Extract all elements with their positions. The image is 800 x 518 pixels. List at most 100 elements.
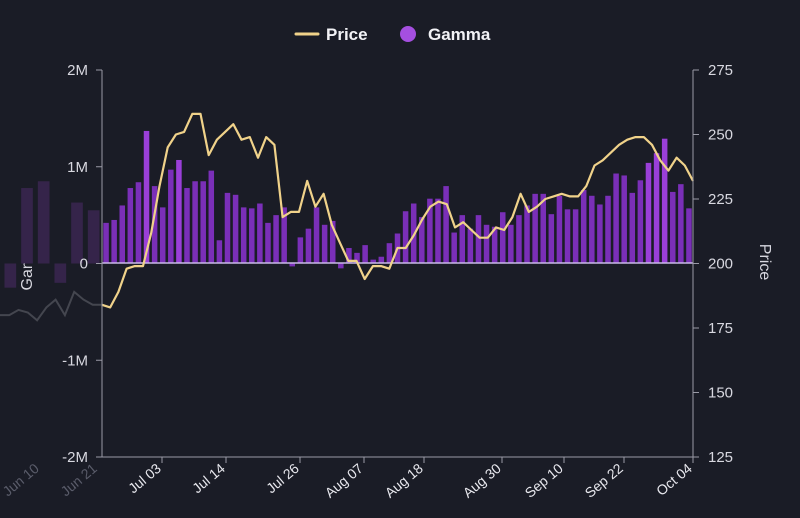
faded-gamma-bar <box>87 210 100 264</box>
gamma-bar <box>329 220 336 264</box>
left-tick-label: -2M <box>62 449 88 466</box>
gamma-bar <box>556 195 563 264</box>
left-tick-label: 1M <box>67 159 88 176</box>
gamma-bar <box>483 224 490 264</box>
gamma-bar <box>508 224 514 264</box>
gamma-bar <box>435 198 441 264</box>
faded-price-line <box>0 290 102 322</box>
gamma-bar <box>419 217 425 264</box>
gamma-bar <box>192 181 198 264</box>
gamma-bar <box>111 219 117 264</box>
gamma-bar <box>516 215 522 264</box>
gamma-bar <box>143 130 150 264</box>
gamma-bar <box>686 208 692 264</box>
gamma-bar <box>572 209 579 264</box>
gamma-bar <box>232 194 239 264</box>
x-tick-label: Sep 22 <box>582 460 626 501</box>
gamma-bar <box>532 193 538 264</box>
gamma-bar <box>135 182 142 264</box>
gamma-bars <box>103 130 692 269</box>
gamma-bar <box>524 205 530 264</box>
faded-gamma-bar <box>21 188 33 264</box>
gamma-bar <box>240 207 247 264</box>
gamma-bar <box>313 207 320 264</box>
faded-gamma-bar <box>4 263 17 288</box>
gamma-bar <box>354 252 360 264</box>
gamma-bar <box>103 222 109 264</box>
gamma-bar <box>451 232 457 264</box>
x-tick-label: Oct 04 <box>653 460 695 499</box>
gamma-bar <box>362 245 368 264</box>
gamma-bar <box>127 188 134 264</box>
gamma-bar <box>289 263 296 267</box>
gamma-bar <box>540 193 546 264</box>
gamma-bar <box>645 162 652 264</box>
gamma-bar <box>589 195 595 264</box>
gamma-bar <box>176 159 182 264</box>
price-line-group <box>101 112 694 309</box>
gamma-bar <box>281 207 287 264</box>
gamma-bar <box>184 188 190 264</box>
right-axis-ticks: 275 250 225 200 175 150 125 <box>693 62 733 466</box>
gamma-bar <box>168 169 174 264</box>
gamma-bar <box>629 192 636 264</box>
gamma-bar <box>378 256 385 264</box>
gamma-bar <box>605 195 611 264</box>
faded-gamma-bar <box>54 263 67 283</box>
gamma-bar <box>346 248 352 264</box>
left-tick-label: 0 <box>80 256 88 273</box>
x-tick-label: Jul 26 <box>263 460 302 496</box>
gamma-bar <box>151 186 158 264</box>
right-tick-label: 250 <box>708 127 733 144</box>
right-tick-label: 125 <box>708 449 733 466</box>
legend-gamma-swatch <box>400 26 416 42</box>
gamma-bar <box>200 181 206 264</box>
price-line <box>101 112 694 309</box>
x-tick-label: Aug 07 <box>322 460 366 501</box>
gamma-bar <box>491 226 498 264</box>
legend[interactable]: Price Gamma <box>294 25 491 44</box>
gamma-bar <box>475 215 482 264</box>
gamma-bar <box>257 203 263 264</box>
gamma-bar <box>297 237 304 264</box>
gamma-bar <box>216 240 223 264</box>
right-tick-label: 175 <box>708 320 733 337</box>
gamma-bar <box>467 228 474 264</box>
x-tick-label: Aug 30 <box>460 460 504 501</box>
gamma-bar <box>459 215 466 264</box>
gamma-bar <box>499 212 506 264</box>
x-axis-ticks: Jun 10 Jun 21 Jul 03 Jul 14 Jul 26 Aug 07 Aug … <box>0 457 695 501</box>
x-tick-label: Aug 18 <box>382 460 426 501</box>
left-tick-label: -1M <box>62 352 88 369</box>
gamma-bar <box>564 209 571 264</box>
gamma-bar <box>338 263 344 269</box>
faded-history <box>0 181 102 322</box>
gamma-bar <box>637 180 644 264</box>
gamma-bar <box>661 138 668 264</box>
legend-price-label: Price <box>326 25 368 44</box>
gamma-bar <box>427 198 433 264</box>
gamma-bar <box>265 222 271 264</box>
gamma-bar <box>443 186 449 264</box>
right-tick-label: 225 <box>708 191 733 208</box>
legend-gamma-label: Gamma <box>428 25 491 44</box>
gamma-bar <box>305 228 312 264</box>
right-tick-label: 275 <box>708 62 733 79</box>
faded-gamma-bar <box>37 181 50 264</box>
x-tick-label: Jun 10 <box>0 460 42 499</box>
right-axis-title: Price <box>756 244 773 281</box>
gamma-bar <box>249 208 255 264</box>
gamma-bar <box>386 243 393 264</box>
gamma-bar <box>402 211 409 264</box>
left-tick-label: 2M <box>67 62 88 79</box>
gamma-bar <box>678 184 684 264</box>
gamma-bar <box>597 204 603 264</box>
faded-gamma-bar <box>71 202 83 264</box>
gamma-bar <box>159 207 166 264</box>
x-tick-label: Jul 14 <box>189 460 228 496</box>
gamma-bar <box>119 205 125 264</box>
left-axis-ticks: 2M 1M 0 -1M -2M <box>62 62 102 466</box>
gamma-bar <box>370 259 376 264</box>
x-tick-label: Sep 10 <box>522 460 566 501</box>
